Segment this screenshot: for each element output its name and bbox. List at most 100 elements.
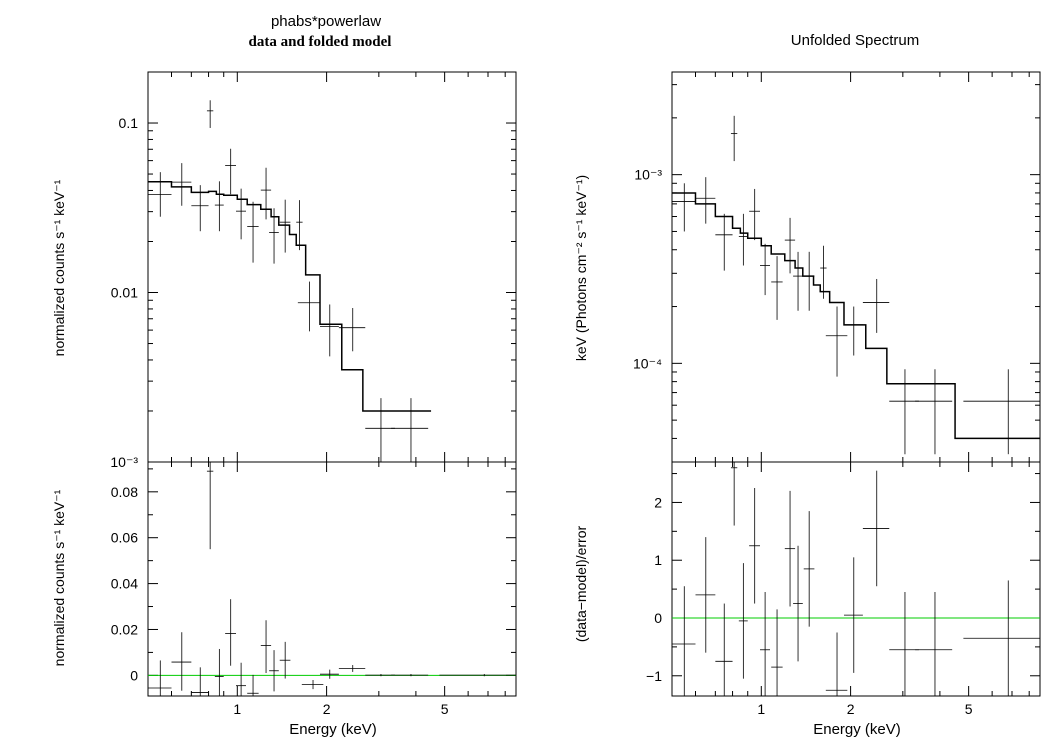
data-point [695,537,716,653]
plot-frame [147,461,517,697]
right-title: Unfolded Spectrum [791,32,919,49]
data-point [889,592,919,696]
data-point [338,308,366,352]
y-tick-label: 0 [130,667,138,683]
data-point [214,181,224,232]
data-point [963,369,1040,455]
data-point [715,213,733,271]
data-point [247,201,259,263]
data-point [191,667,209,696]
data-point [820,245,827,299]
data-point [784,490,796,607]
plot-frame [671,461,1041,697]
data-point [171,632,192,691]
data-point [148,172,172,217]
data-point [963,580,1040,696]
data-point [279,199,291,253]
y-tick-label: 0.02 [111,621,138,637]
data-point [206,100,214,128]
y-tick-label: 0.1 [119,115,139,131]
data-point [730,462,738,526]
data-point [338,665,366,672]
x-tick-label: 2 [847,701,855,717]
data-point [889,369,919,455]
data-point [793,251,803,311]
y-tick-label: 0.06 [111,530,138,546]
data-point [301,679,324,690]
y-tick-label: 0.01 [111,285,138,301]
data-point [171,163,192,206]
data-point [715,603,733,696]
unfolded-spectrum-panel: 10⁻³ 10⁻⁴ [633,71,1041,463]
data-point [260,167,272,220]
model-step-line [672,192,1040,440]
data-point [803,251,815,311]
data-point [843,557,863,673]
data-point [225,148,237,195]
data-point [391,398,429,462]
data-point [269,208,279,264]
data-point [439,673,516,677]
data-point [915,592,953,696]
data-point [214,648,224,696]
x-tick-label: 5 [441,701,449,717]
data-point [738,213,748,266]
data-point [771,256,783,320]
y-tick-label: 0 [654,610,662,626]
data-point [297,281,320,332]
y-tick-label: 10⁻⁴ [633,355,662,371]
data-point [236,188,247,240]
data-point [915,369,953,455]
left-xlabel: Energy (keV) [289,721,377,738]
y-tick-label: 10⁻³ [110,454,138,470]
folded-residual-panel: 1 2 5 0 0.02 0.04 0.06 0.08 [111,461,517,717]
data-point [296,200,303,251]
y-tick-label: 1 [654,552,662,568]
data-point [269,650,279,692]
data-point [843,306,863,356]
right-top-ylabel: keV (Photons cm⁻² s⁻¹ keV⁻¹) [573,175,589,361]
y-tick-label: 0.04 [111,576,138,592]
model-step-line [148,181,432,412]
data-point [191,185,209,232]
right-bottom-ylabel: (data−model)/error [573,525,589,642]
data-point [206,462,214,550]
data-point [771,609,783,696]
left-title: phabs*powerlaw [271,13,381,30]
data-point [236,662,247,696]
data-point [784,217,796,274]
folded-spectrum-panel: 0.1 0.01 10⁻³ [110,71,517,470]
data-point [365,398,395,462]
x-tick-label: 5 [965,701,973,717]
data-point [825,306,848,377]
x-tick-label: 2 [323,701,331,717]
right-xlabel: Energy (keV) [813,721,901,738]
data-point [793,545,803,662]
data-point [749,188,761,241]
x-tick-label: 1 [233,701,241,717]
data-point [148,660,172,696]
data-point [225,599,237,666]
plot-frame [671,71,1041,463]
data-point [279,641,291,679]
data-point [760,592,771,696]
data-point [803,511,815,627]
unfolded-residual-panel: 1 2 5 −1 0 1 2 [646,461,1041,717]
left-bottom-ylabel: normalized counts s⁻¹ keV⁻¹ [51,489,67,666]
data-point [730,115,738,162]
y-tick-label: 0.08 [111,484,138,500]
data-point [391,673,429,677]
data-point [862,278,890,333]
data-point [319,304,339,357]
data-point [862,470,890,587]
y-tick-label: 2 [654,494,662,510]
data-point [825,632,848,696]
data-point [672,183,696,232]
data-point [749,488,761,604]
data-point [760,243,771,296]
y-tick-label: 10⁻³ [634,167,662,183]
y-tick-label: −1 [646,668,662,684]
data-point [247,674,259,696]
x-tick-label: 1 [757,701,765,717]
